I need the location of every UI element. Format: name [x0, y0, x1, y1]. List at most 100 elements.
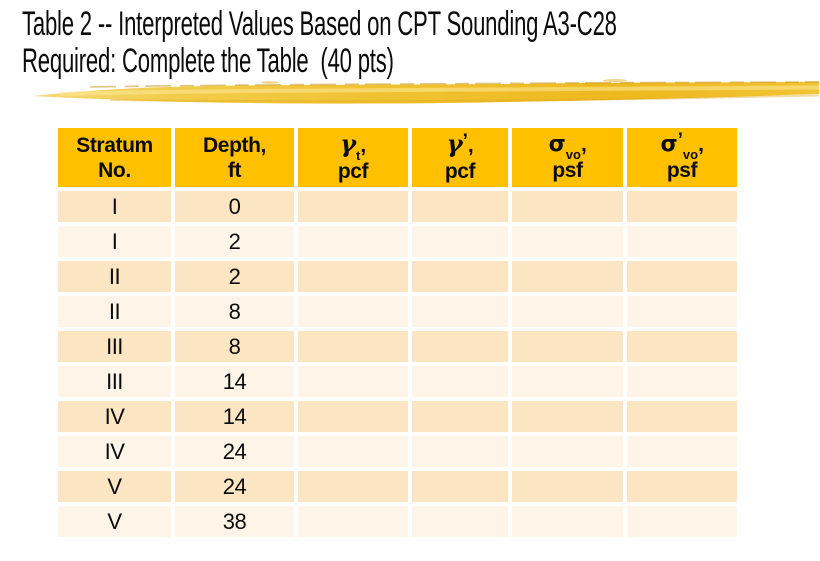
stratum-cell: II	[58, 261, 171, 292]
subscript: vo	[682, 147, 699, 163]
col-header-depth-ft: Depth, ft	[175, 128, 294, 187]
sigma-prime-vo-cell	[627, 436, 737, 467]
sigma-prime-vo-cell	[627, 226, 737, 257]
gamma-prime-cell	[412, 191, 508, 222]
sigma-prime-vo-cell	[627, 366, 737, 397]
stratum-cell: V	[58, 471, 171, 502]
table-row: V 24	[58, 471, 737, 502]
gamma-symbol: γ	[446, 129, 463, 158]
gamma-prime-cell	[412, 296, 508, 327]
sigma-prime-vo-cell	[627, 401, 737, 432]
sigma-vo-cell	[512, 296, 623, 327]
gamma-t-cell	[298, 261, 408, 292]
yellow-brush-stroke-decoration	[32, 79, 820, 104]
table-row: I 0	[58, 191, 737, 222]
table-row: IV 24	[58, 436, 737, 467]
depth-cell: 8	[175, 331, 294, 362]
sigma-prime-vo-cell	[627, 331, 737, 362]
header-line2: ft	[227, 158, 242, 182]
header-line2: psf	[552, 159, 583, 182]
sigma-vo-cell	[512, 471, 623, 502]
col-header-sigma-vo-psf: σvo, psf	[512, 128, 623, 187]
table-row: II 2	[58, 261, 737, 292]
sigma-vo-cell	[512, 506, 623, 537]
depth-cell: 14	[175, 401, 294, 432]
slide-title-line1: Table 2 -- Interpreted Values Based on C…	[22, 5, 617, 43]
gamma-t-cell	[298, 471, 408, 502]
header-comma: ,	[467, 134, 474, 157]
gamma-t-cell	[298, 366, 408, 397]
gamma-symbol: γ	[340, 129, 357, 158]
depth-cell: 2	[175, 226, 294, 257]
sigma-vo-cell	[512, 191, 623, 222]
table-row: III 14	[58, 366, 737, 397]
stratum-cell: IV	[58, 436, 171, 467]
gamma-prime-cell	[412, 471, 508, 502]
stratum-cell: II	[58, 296, 171, 327]
stratum-cell: III	[58, 366, 171, 397]
col-header-sigma-prime-vo-psf: σ’vo, psf	[627, 128, 737, 187]
gamma-t-cell	[298, 296, 408, 327]
gamma-t-cell	[298, 226, 408, 257]
gamma-t-cell	[298, 191, 408, 222]
sigma-symbol: σ	[660, 132, 678, 157]
sigma-vo-cell	[512, 226, 623, 257]
sigma-vo-cell	[512, 436, 623, 467]
col-header-gamma-prime-pcf: γ’, pcf	[412, 128, 508, 187]
stratum-cell: III	[58, 331, 171, 362]
header-line2: pcf	[444, 160, 476, 183]
sigma-symbol: σ	[548, 132, 566, 157]
header-line1: Stratum	[76, 133, 153, 157]
stratum-cell: V	[58, 506, 171, 537]
table-row: II 8	[58, 296, 737, 327]
table-row: IV 14	[58, 401, 737, 432]
sigma-prime-vo-cell	[627, 506, 737, 537]
gamma-prime-cell	[412, 401, 508, 432]
table-row: V 38	[58, 506, 737, 537]
header-comma: ,	[360, 134, 366, 157]
gamma-t-cell	[298, 436, 408, 467]
gamma-t-cell	[298, 401, 408, 432]
sigma-vo-cell	[512, 331, 623, 362]
sigma-prime-vo-cell	[627, 471, 737, 502]
depth-cell: 0	[175, 191, 294, 222]
gamma-t-cell	[298, 331, 408, 362]
gamma-prime-cell	[412, 506, 508, 537]
depth-cell: 24	[175, 471, 294, 502]
col-header-stratum-no: Stratum No.	[58, 128, 171, 187]
table-row: I 2	[58, 226, 737, 257]
stratum-cell: I	[58, 226, 171, 257]
gamma-prime-cell	[412, 436, 508, 467]
gamma-t-cell	[298, 506, 408, 537]
header-line2: psf	[666, 159, 698, 182]
gamma-prime-cell	[412, 366, 508, 397]
header-comma: ,	[580, 133, 587, 156]
gamma-prime-cell	[412, 331, 508, 362]
depth-cell: 24	[175, 436, 294, 467]
stratum-cell: IV	[58, 401, 171, 432]
sigma-vo-cell	[512, 261, 623, 292]
depth-cell: 38	[175, 506, 294, 537]
sigma-prime-vo-cell	[627, 261, 737, 292]
sigma-prime-vo-cell	[627, 191, 737, 222]
depth-cell: 14	[175, 366, 294, 397]
sigma-vo-cell	[512, 401, 623, 432]
slide-title-line2: Required: Complete the Table (40 pts)	[22, 42, 394, 80]
table-row: III 8	[58, 331, 737, 362]
col-header-gamma-t-pcf: γt, pcf	[298, 128, 408, 187]
gamma-prime-cell	[412, 226, 508, 257]
header-line1: Depth,	[203, 133, 266, 157]
header-line2: pcf	[337, 160, 369, 183]
header-row: Stratum No. Depth, ft γt, pcf γ’, pcf σv…	[58, 128, 737, 187]
gamma-prime-cell	[412, 261, 508, 292]
stratum-cell: I	[58, 191, 171, 222]
slide-title: Table 2 -- Interpreted Values Based on C…	[22, 6, 820, 80]
sigma-prime-vo-cell	[627, 296, 737, 327]
subscript: t	[356, 148, 361, 164]
prime-mark: ’	[462, 131, 468, 152]
sigma-vo-cell	[512, 366, 623, 397]
subscript: vo	[565, 147, 581, 163]
prime-mark: ’	[677, 130, 683, 151]
depth-cell: 2	[175, 261, 294, 292]
